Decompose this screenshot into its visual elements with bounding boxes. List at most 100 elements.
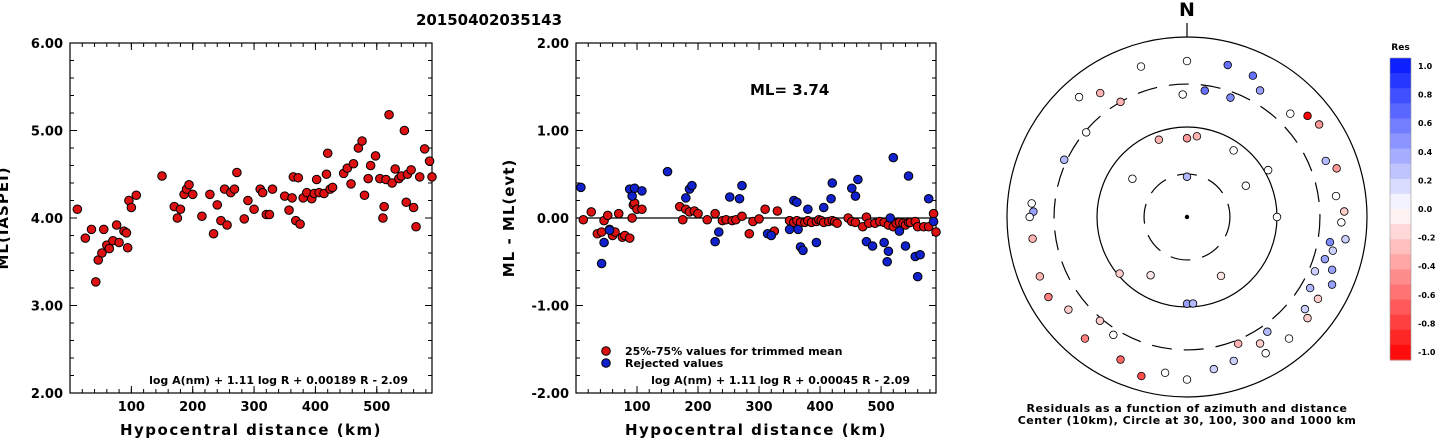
trimmed-mean-point xyxy=(578,214,589,225)
residual-point xyxy=(1303,111,1312,121)
residual-point xyxy=(1223,60,1232,70)
data-point xyxy=(427,172,437,182)
data-point xyxy=(408,202,419,213)
rejected-point xyxy=(894,226,905,236)
residual-point xyxy=(1340,207,1349,216)
residual-point xyxy=(1044,292,1053,302)
residual-point xyxy=(1060,155,1069,164)
residual-point xyxy=(1178,90,1187,99)
colorbar-step xyxy=(1390,224,1411,240)
y-axis-label: ML(IASPEI) xyxy=(0,166,12,269)
x-axis-label: Hypocentral distance (km) xyxy=(625,421,887,439)
north-label: N xyxy=(1179,0,1195,21)
rejected-point xyxy=(724,192,735,202)
legend-marker xyxy=(601,358,611,368)
y-axis-label: ML - ML(evt) xyxy=(500,159,518,277)
residual-point xyxy=(1226,93,1235,102)
rejected-point xyxy=(713,227,724,237)
trimmed-mean-point xyxy=(613,208,624,219)
rejected-point xyxy=(811,237,822,248)
rejected-point xyxy=(576,182,586,193)
ml-value-label: ML= 3.74 xyxy=(750,81,829,99)
trimmed-mean-point xyxy=(624,233,635,243)
colorbar-step xyxy=(1390,193,1411,210)
trimmed-mean-point xyxy=(737,211,747,222)
rejected-point xyxy=(818,202,829,213)
x-axis-label: Hypocentral distance (km) xyxy=(120,421,382,439)
data-point xyxy=(357,136,367,146)
rejected-point xyxy=(882,256,892,267)
residual-point xyxy=(1209,364,1219,374)
rejected-point xyxy=(792,197,802,208)
data-point xyxy=(401,197,412,208)
residual-point xyxy=(1216,271,1226,281)
residual-point xyxy=(1182,375,1192,384)
trimmed-mean-point xyxy=(850,217,861,228)
data-point xyxy=(90,277,101,287)
data-point xyxy=(249,204,259,215)
ml-vs-distance-chart: 2.00 3.00 4.00 5.00 6.00 100 200 300 400 500 Hypoc… xyxy=(0,37,437,439)
data-point xyxy=(348,158,359,169)
data-point xyxy=(111,220,122,230)
rejected-point xyxy=(681,193,691,203)
residual-vs-distance-chart: -2.00 -1.00 0.00 1.00 2.00 100 200 300 400 500 Hyp… xyxy=(500,37,941,439)
residual-point xyxy=(1300,304,1310,314)
trimmed-mean-point xyxy=(677,214,688,225)
y-tick-label: 0.00 xyxy=(537,212,569,227)
data-point xyxy=(222,220,232,230)
rejected-point xyxy=(798,245,808,256)
residual-point xyxy=(1096,88,1105,98)
residual-point xyxy=(1337,218,1346,227)
residual-point xyxy=(1310,267,1320,276)
residual-point xyxy=(1327,280,1337,289)
residual-point xyxy=(1286,109,1295,118)
colorbar-step xyxy=(1390,329,1411,346)
colorbar-tick-label: -0.6 xyxy=(1418,291,1436,300)
colorbar-tick-label: 0.2 xyxy=(1418,176,1432,185)
azimuth-residual-chart: N Residuals as a function of azimuth and … xyxy=(1006,0,1436,427)
residual-point xyxy=(1328,246,1338,255)
colorbar-step xyxy=(1390,269,1411,285)
residual-point xyxy=(1261,349,1270,358)
colorbar-step xyxy=(1390,58,1411,74)
residual-point xyxy=(1229,146,1238,155)
rejected-point xyxy=(737,180,747,191)
epicenter-marker xyxy=(1184,214,1190,220)
plot-frame xyxy=(69,42,433,394)
rejected-point xyxy=(885,213,896,223)
y-tick-label: 4.00 xyxy=(31,212,63,227)
x-tick-label: 300 xyxy=(745,400,772,415)
data-point xyxy=(80,233,91,243)
trimmed-mean-point xyxy=(772,206,783,216)
trimmed-mean-point xyxy=(627,213,637,223)
data-point xyxy=(229,184,240,194)
data-point xyxy=(122,242,133,253)
residual-point xyxy=(1028,234,1037,243)
colorbar-tick-label: 0.6 xyxy=(1418,119,1433,128)
data-point xyxy=(184,179,194,190)
data-point xyxy=(264,209,275,220)
y-tick-label: 1.00 xyxy=(537,125,569,140)
rejected-point xyxy=(734,193,745,204)
data-point xyxy=(212,200,223,210)
residual-point xyxy=(1160,368,1170,378)
data-point xyxy=(284,205,294,215)
residual-point xyxy=(1331,191,1341,201)
polar-caption-line2: Center (10km), Circle at 30, 100, 300 an… xyxy=(1018,414,1357,427)
data-point xyxy=(390,164,400,174)
data-point xyxy=(72,204,83,215)
x-tick-label: 300 xyxy=(240,400,267,415)
y-tick-label: 2.00 xyxy=(537,37,569,52)
data-point xyxy=(197,211,207,222)
residual-point xyxy=(1074,92,1084,102)
colorbar-tick-label: 1.0 xyxy=(1418,62,1433,71)
colorbar-step xyxy=(1390,239,1411,255)
rejected-point xyxy=(627,191,637,201)
data-point xyxy=(370,151,381,161)
rejected-point xyxy=(687,180,697,191)
data-point xyxy=(359,190,370,201)
polar-caption-line1: Residuals as a function of azimuth and d… xyxy=(1027,402,1348,415)
colorbar-title: Res xyxy=(1391,43,1409,53)
colorbar-step xyxy=(1390,254,1411,270)
rejected-point xyxy=(710,236,720,247)
